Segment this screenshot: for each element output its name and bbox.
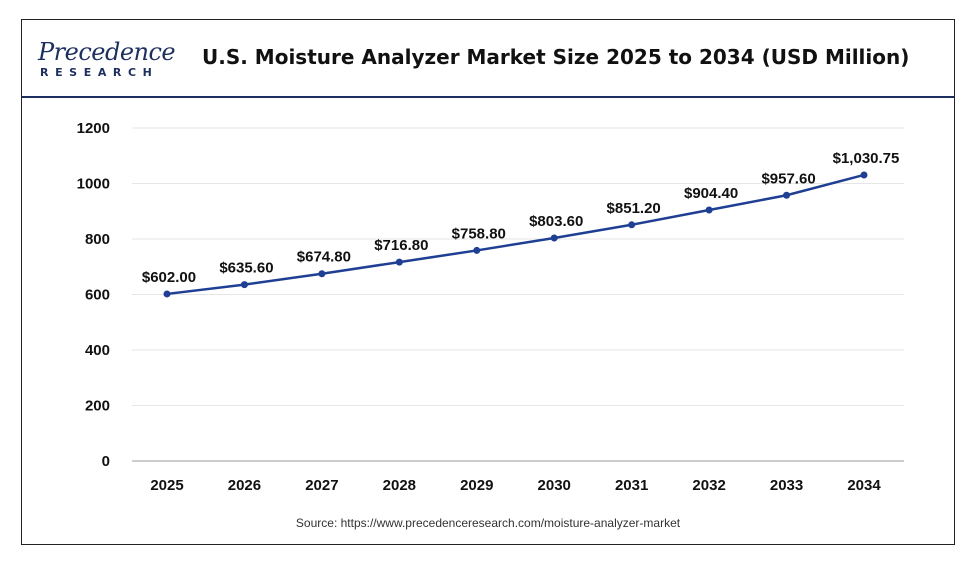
chart-title: U.S. Moisture Analyzer Market Size 2025 …	[202, 45, 910, 69]
data-point	[163, 290, 171, 298]
data-labels: $602.00 $635.60 $674.80 $716.80 $758.80 $803.…	[142, 150, 899, 286]
y-tick-label: 1200	[77, 120, 110, 137]
series-group	[163, 171, 868, 298]
data-point	[705, 206, 713, 214]
data-point	[550, 234, 558, 242]
data-label: $635.60	[219, 260, 273, 277]
data-point	[318, 270, 326, 278]
data-label: $904.40	[684, 185, 738, 202]
data-point	[395, 258, 403, 266]
x-tick-label: 2033	[770, 477, 803, 494]
data-point	[860, 171, 868, 179]
data-label: $716.80	[374, 237, 428, 254]
data-label: $851.20	[607, 200, 661, 217]
y-tick-label: 800	[85, 231, 110, 248]
x-tick-label: 2034	[847, 477, 881, 494]
logo-subtext: RESEARCH	[40, 66, 159, 79]
logo-wordmark: Precedence	[38, 38, 176, 66]
x-tick-label: 2027	[305, 477, 338, 494]
y-tick-label: 200	[85, 398, 110, 415]
data-label: $957.60	[761, 170, 815, 187]
x-axis-ticks: 2025 2026 2027 2028 2029 2030 2031 2032 2033 2034	[150, 477, 881, 494]
x-tick-label: 2025	[150, 477, 183, 494]
data-point	[783, 191, 791, 199]
x-tick-label: 2028	[383, 477, 416, 494]
data-label: $674.80	[297, 249, 351, 266]
data-label: $758.80	[452, 225, 506, 242]
data-point	[473, 246, 481, 254]
x-tick-label: 2029	[460, 477, 493, 494]
source-note: Source: https://www.precedenceresearch.c…	[295, 516, 681, 530]
data-label: $602.00	[142, 269, 196, 286]
y-tick-label: 400	[85, 342, 110, 359]
y-axis-ticks: 0 200 400 600 800 1000 1200	[77, 120, 110, 470]
data-point	[628, 221, 636, 229]
grid-lines	[132, 127, 904, 462]
x-tick-label: 2026	[228, 477, 261, 494]
header: Precedence RESEARCH U.S. Moisture Analyz…	[22, 20, 954, 98]
data-point	[240, 281, 248, 289]
data-label: $1,030.75	[833, 150, 900, 167]
precedence-research-logo: Precedence RESEARCH	[38, 38, 178, 82]
chart-frame: Precedence RESEARCH U.S. Moisture Analyz…	[21, 19, 955, 545]
x-tick-label: 2031	[615, 477, 648, 494]
x-tick-label: 2032	[692, 477, 725, 494]
series-line	[166, 173, 865, 296]
x-tick-label: 2030	[538, 477, 571, 494]
data-label: $803.60	[529, 213, 583, 230]
y-tick-label: 600	[85, 287, 110, 304]
y-tick-label: 0	[102, 453, 110, 470]
y-tick-label: 1000	[77, 176, 110, 193]
